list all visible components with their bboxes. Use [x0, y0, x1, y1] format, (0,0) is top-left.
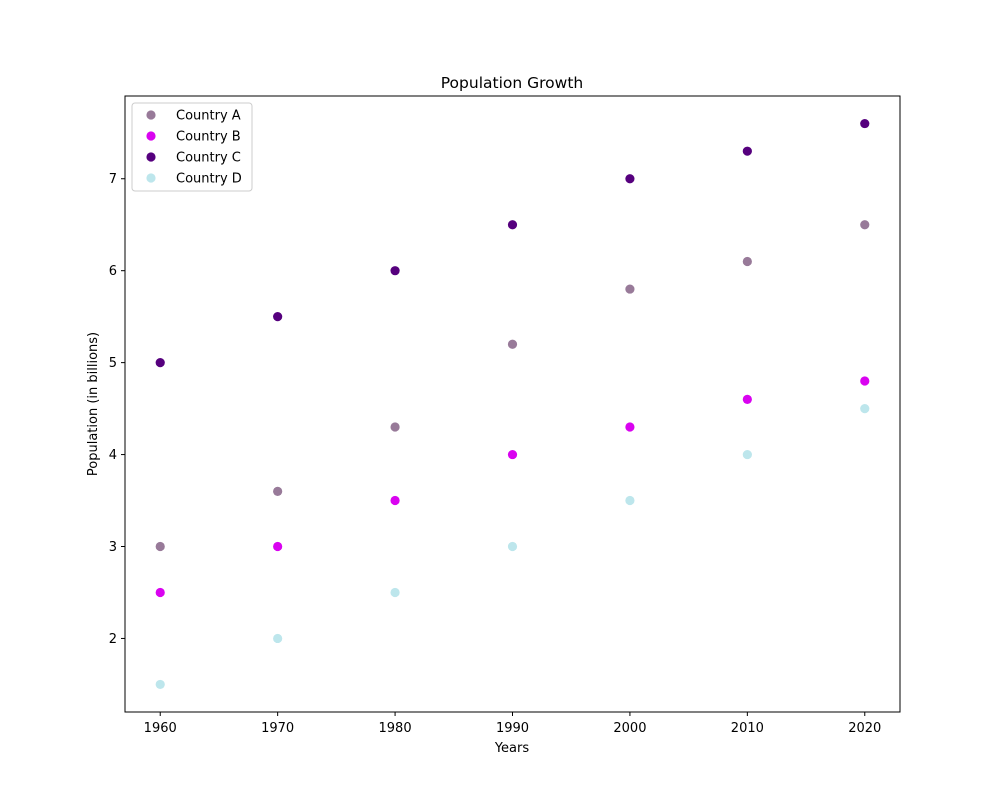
- legend-label-country-a: Country A: [176, 109, 241, 124]
- country-c-point: [273, 312, 283, 322]
- legend-marker-country-d: [146, 173, 156, 183]
- y-tick-label: 7: [109, 172, 117, 187]
- y-tick-label: 3: [109, 540, 117, 555]
- country-d-point: [742, 449, 752, 460]
- x-tick-label: 1960: [144, 721, 177, 736]
- x-tick-label: 1970: [261, 721, 294, 736]
- y-tick-label: 4: [109, 448, 117, 463]
- country-d-point: [507, 541, 518, 552]
- x-tick-label: 1980: [379, 721, 412, 736]
- country-a-point: [507, 339, 518, 349]
- legend-label-country-b: Country B: [176, 130, 241, 145]
- legend-box: [131, 102, 253, 192]
- x-tick-label: 1990: [496, 721, 529, 736]
- legend-label-country-c: Country C: [176, 151, 241, 166]
- country-b-point: [273, 541, 283, 552]
- country-d-point: [625, 495, 635, 506]
- x-axis-label: Years: [494, 741, 530, 756]
- y-tick-label: 5: [109, 356, 117, 371]
- y-tick-label: 6: [109, 264, 117, 279]
- country-b-point: [155, 587, 165, 598]
- data-points: [155, 118, 870, 690]
- country-d-point: [860, 403, 870, 414]
- country-d-point: [273, 633, 283, 644]
- country-a-point: [273, 486, 283, 496]
- legend-marker-country-b: [146, 131, 156, 141]
- country-a-point: [860, 220, 870, 230]
- country-d-point: [390, 587, 400, 598]
- legend: Country A Country B Country C Country D: [131, 102, 253, 192]
- x-tick-label: 2020: [848, 721, 881, 736]
- country-a-point: [742, 256, 752, 267]
- country-c-point: [742, 146, 752, 156]
- legend-label-country-d: Country D: [176, 172, 242, 187]
- country-a-point: [390, 422, 400, 432]
- x-axis: 1960 1970 1980 1990 2000 2010 2020: [144, 712, 881, 736]
- country-b-point: [507, 449, 518, 460]
- country-d-point: [155, 679, 165, 690]
- x-tick-label: 2000: [613, 721, 646, 736]
- country-b-point: [390, 495, 400, 506]
- country-c-point: [507, 220, 518, 230]
- chart-title: Population Growth: [441, 74, 583, 92]
- country-c-point: [155, 358, 165, 368]
- country-c-point: [625, 174, 635, 184]
- legend-marker-country-c: [146, 152, 156, 162]
- country-b-point: [625, 422, 635, 432]
- country-a-point: [155, 541, 165, 552]
- country-b-point: [742, 394, 752, 405]
- country-a-point: [625, 284, 635, 294]
- y-axis-label: Population (in billions): [86, 332, 101, 476]
- y-tick-label: 2: [109, 632, 117, 647]
- country-b-point: [860, 376, 870, 386]
- legend-marker-country-a: [146, 110, 156, 120]
- y-axis: 2 3 4 5 6 7: [109, 172, 125, 647]
- country-c-point: [860, 118, 870, 129]
- country-c-point: [390, 266, 400, 276]
- x-tick-label: 2010: [731, 721, 764, 736]
